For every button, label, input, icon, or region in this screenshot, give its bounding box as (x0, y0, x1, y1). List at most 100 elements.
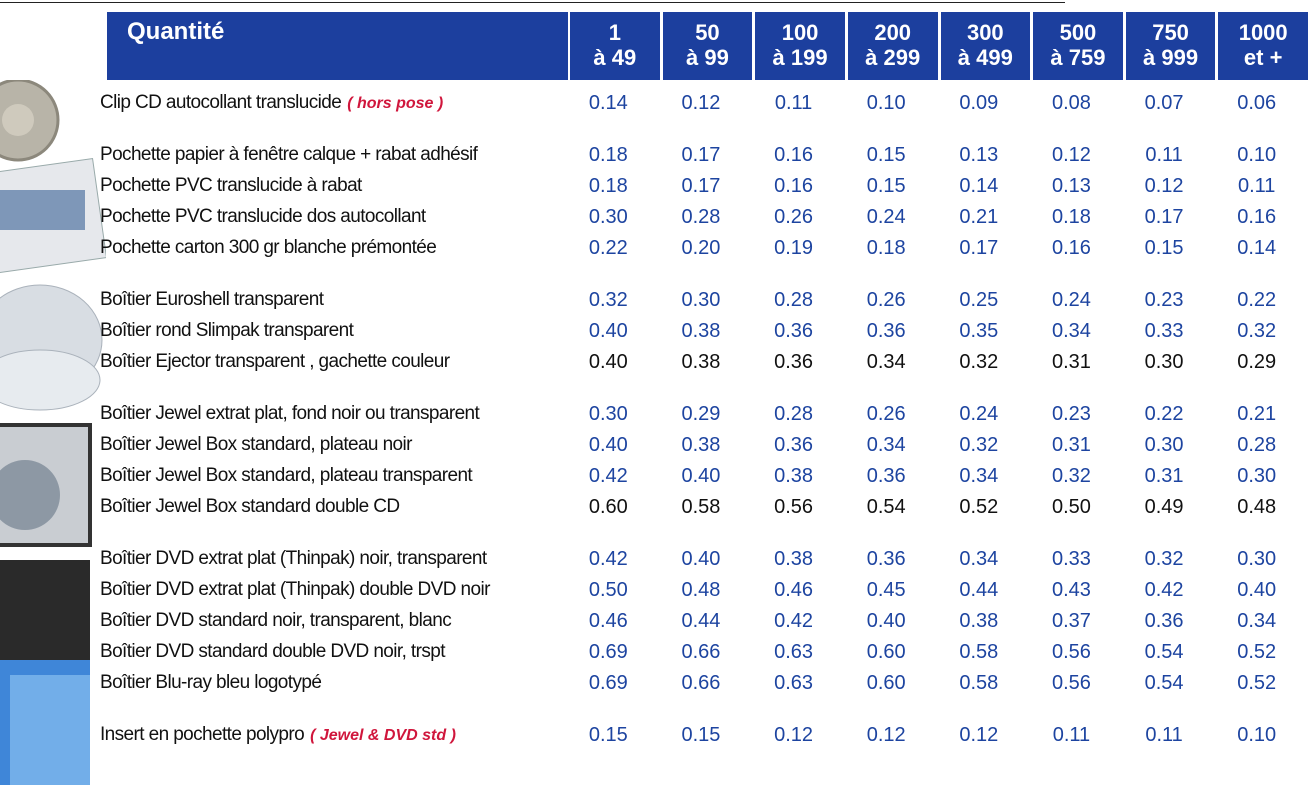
price: 0.18 (1051, 206, 1091, 228)
price: 0.12 (774, 724, 814, 746)
price: 0.32 (1051, 465, 1091, 487)
price: 0.30 (681, 289, 721, 311)
price: 0.56 (1051, 672, 1091, 694)
price: 0.32 (588, 289, 628, 311)
price: 0.69 (588, 672, 628, 694)
price: 0.24 (866, 206, 906, 228)
price: 0.43 (1051, 579, 1091, 601)
price: 0.26 (866, 289, 906, 311)
header-column: 300 à 499 (940, 12, 1031, 80)
row-label-text: Boîtier DVD standard double DVD noir, tr… (100, 641, 445, 662)
row-label-text: Boîtier Blu-ray bleu logotypé (100, 672, 322, 693)
price: 0.10 (1237, 144, 1277, 166)
row-note: ( hors pose ) (347, 95, 444, 112)
price: 0.44 (959, 579, 999, 601)
price: 0.32 (959, 434, 999, 456)
price: 0.32 (959, 351, 999, 373)
row-label: Boîtier rond Slimpak transparent (100, 317, 354, 345)
price: 0.18 (866, 237, 906, 259)
price: 0.42 (588, 465, 628, 487)
price: 0.35 (959, 320, 999, 342)
price: 0.34 (959, 465, 999, 487)
row-label-text: Boîtier Jewel Box standard double CD (100, 496, 400, 517)
row-label: Boîtier Euroshell transparent (100, 286, 324, 314)
header-column-line: 1 (608, 20, 621, 45)
price: 0.26 (774, 206, 814, 228)
price: 0.07 (1144, 92, 1184, 114)
price: 0.14 (588, 92, 628, 114)
price: 0.12 (866, 724, 906, 746)
price: 0.18 (588, 144, 628, 166)
price: 0.12 (959, 724, 999, 746)
price: 0.14 (959, 175, 999, 197)
price: 0.38 (681, 351, 721, 373)
price: 0.28 (681, 206, 721, 228)
price: 0.15 (1144, 237, 1184, 259)
price: 0.36 (866, 465, 906, 487)
price: 0.23 (1144, 289, 1184, 311)
price: 0.46 (588, 610, 628, 632)
price: 0.31 (1144, 465, 1184, 487)
price: 0.52 (1237, 672, 1277, 694)
price: 0.40 (588, 351, 628, 373)
price: 0.36 (774, 320, 814, 342)
price: 0.42 (774, 610, 814, 632)
header-column-line: 300 (966, 20, 1004, 45)
price: 0.17 (959, 237, 999, 259)
price: 0.60 (866, 672, 906, 694)
row-label: Pochette carton 300 gr blanche prémontée (100, 234, 437, 262)
price: 0.54 (866, 496, 906, 518)
price: 0.52 (959, 496, 999, 518)
product-photos (0, 80, 106, 785)
price: 0.69 (588, 641, 628, 663)
price: 0.18 (588, 175, 628, 197)
price: 0.22 (1237, 289, 1277, 311)
row-label: Boîtier DVD extrat plat (Thinpak) noir, … (100, 545, 487, 573)
price: 0.30 (1144, 434, 1184, 456)
price: 0.15 (866, 144, 906, 166)
header-title-cell: Quantité (107, 12, 568, 80)
row-label-text: Pochette carton 300 gr blanche prémontée (100, 237, 437, 258)
row-label-text: Boîtier Jewel extrat plat, fond noir ou … (100, 403, 480, 424)
price: 0.30 (1237, 465, 1277, 487)
price: 0.11 (1237, 175, 1276, 197)
price: 0.50 (1051, 496, 1091, 518)
price: 0.58 (959, 672, 999, 694)
price: 0.11 (1052, 724, 1091, 746)
price: 0.34 (866, 434, 906, 456)
price: 0.11 (1145, 724, 1183, 746)
price: 0.58 (681, 496, 721, 518)
row-label-text: Boîtier Jewel Box standard, plateau tran… (100, 465, 473, 486)
row-label: Insert en pochette polypro ( Jewel & DVD … (100, 721, 456, 750)
price: 0.20 (681, 237, 721, 259)
price: 0.56 (1051, 641, 1091, 663)
price: 0.58 (959, 641, 999, 663)
header-column: 100 à 199 (755, 12, 845, 80)
price: 0.34 (959, 548, 999, 570)
price: 0.36 (1144, 610, 1184, 632)
price: 0.60 (588, 496, 628, 518)
price: 0.32 (1144, 548, 1184, 570)
header-column: 200 à 299 (847, 12, 938, 80)
price: 0.21 (1237, 403, 1277, 425)
row-label: Boîtier DVD standard noir, transparent, … (100, 607, 452, 635)
price: 0.34 (1237, 610, 1277, 632)
price: 0.30 (588, 206, 628, 228)
price: 0.15 (681, 724, 721, 746)
header-column-line: à 99 (686, 45, 729, 70)
header-column-line: et + (1243, 45, 1283, 70)
price: 0.40 (588, 320, 628, 342)
price: 0.40 (588, 434, 628, 456)
price: 0.17 (1144, 206, 1184, 228)
price: 0.31 (1051, 434, 1091, 456)
price: 0.09 (959, 92, 999, 114)
price: 0.63 (774, 641, 814, 663)
row-label: Pochette PVC translucide à rabat (100, 172, 362, 200)
price: 0.54 (1144, 672, 1184, 694)
price: 0.16 (774, 175, 814, 197)
price: 0.48 (1237, 496, 1277, 518)
row-label-text: Pochette PVC translucide à rabat (100, 175, 362, 196)
price: 0.19 (774, 237, 814, 259)
top-rule (0, 2, 1065, 3)
